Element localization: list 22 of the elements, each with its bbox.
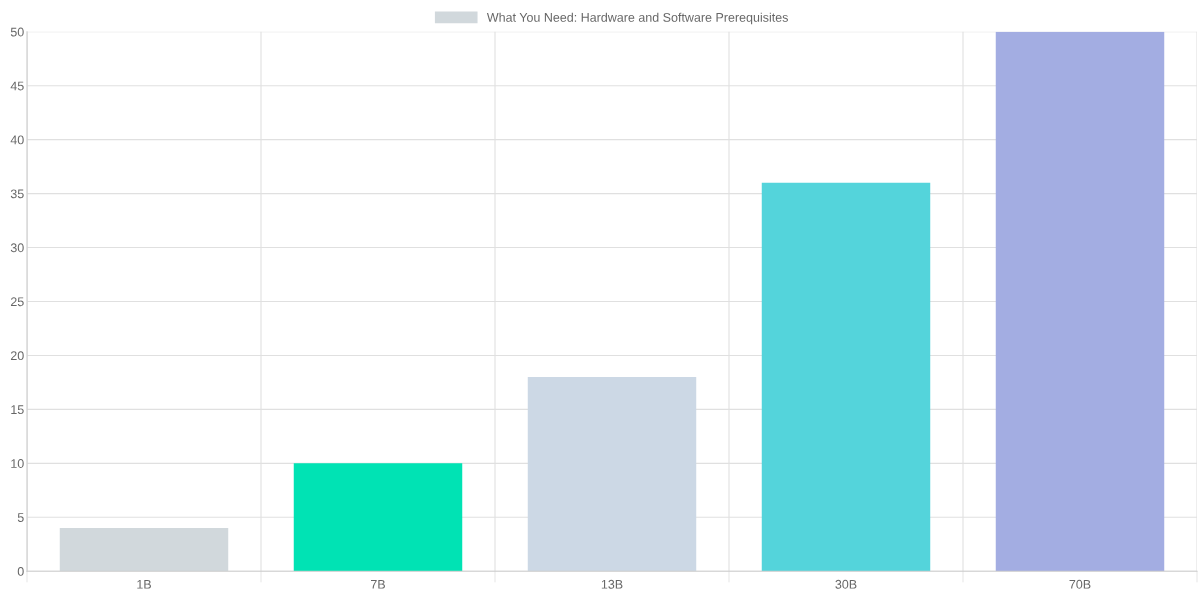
x-tick-label: 30B: [835, 579, 857, 589]
y-tick-label: 10: [11, 459, 24, 468]
y-tick-label: 5: [17, 513, 24, 522]
y-tick-label: 25: [10, 297, 24, 307]
bar: [59, 528, 229, 572]
x-tick-label: 70B: [1069, 579, 1091, 589]
x-tick-label: 7B: [371, 579, 385, 589]
x-tick-label: 13B: [601, 579, 623, 589]
x-tick-label: 1B: [137, 579, 151, 589]
legend-label: What You Need: Hardware and Software Prerequisites: [486, 12, 788, 25]
y-tick-label: 35: [10, 189, 24, 199]
bar: [995, 31, 1165, 572]
bar: [761, 182, 931, 572]
bar: [293, 463, 463, 572]
y-tick-label: 0: [17, 567, 24, 576]
y-tick-label: 45: [10, 81, 24, 91]
y-tick-label: 20: [10, 351, 24, 361]
y-tick-label: 15: [11, 405, 24, 415]
y-tick-label: 30: [10, 243, 24, 253]
bar: [527, 377, 697, 572]
y-tick-label: 50: [10, 27, 24, 37]
y-tick-label: 40: [10, 135, 24, 145]
